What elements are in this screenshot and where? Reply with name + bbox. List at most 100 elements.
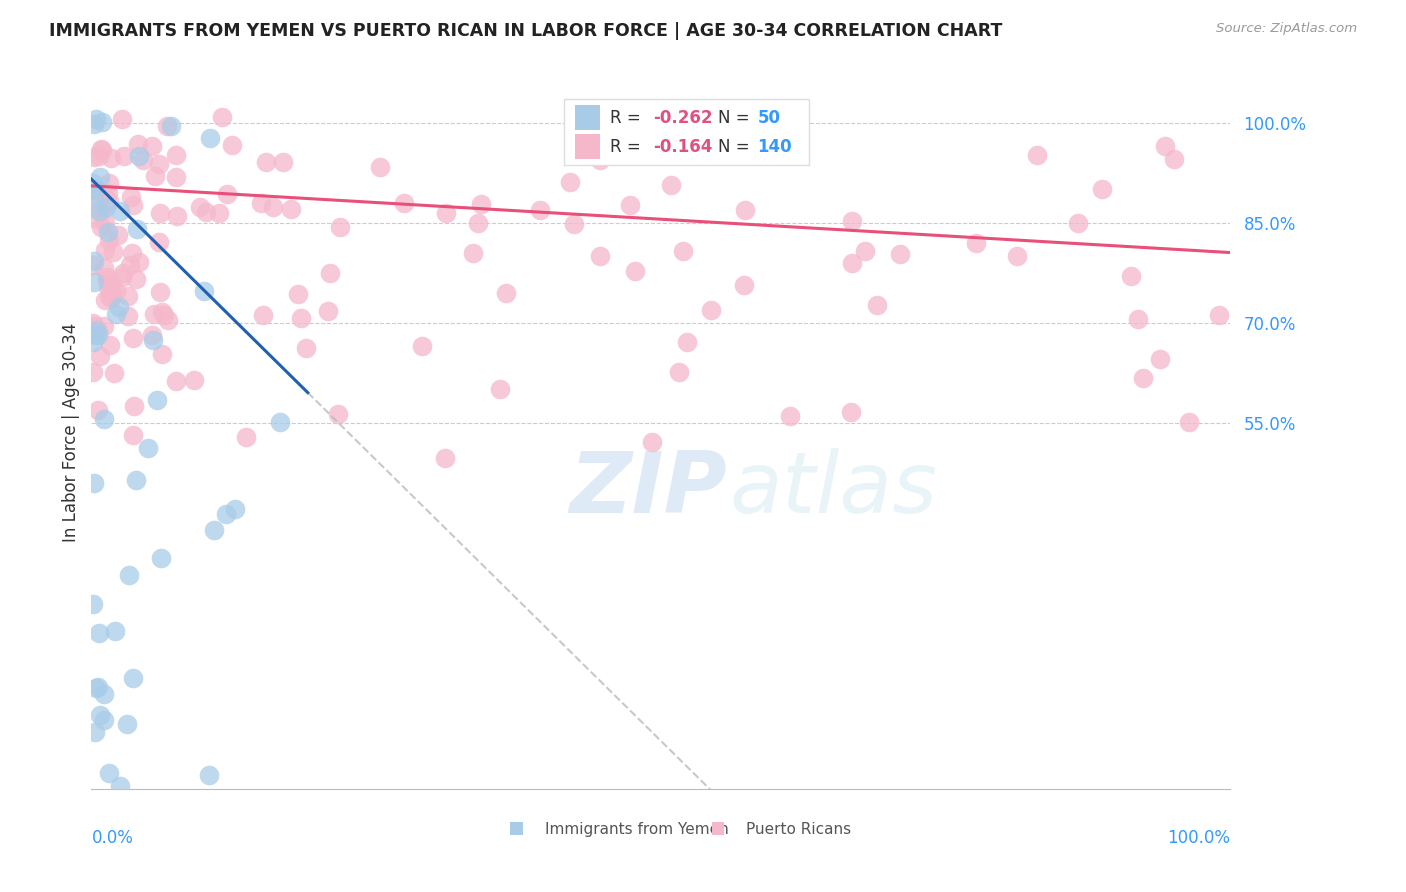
Point — [118, 567, 141, 582]
Text: 140: 140 — [758, 137, 792, 155]
Point — [98, 194, 121, 208]
Bar — [510, 822, 523, 835]
Point — [97, 280, 120, 294]
Point — [108, 203, 131, 218]
Point — [166, 209, 188, 223]
Y-axis label: In Labor Force | Age 30-34: In Labor Force | Age 30-34 — [62, 323, 80, 542]
Text: -0.164: -0.164 — [652, 137, 713, 155]
Text: N =: N = — [718, 109, 755, 127]
Point — [589, 249, 612, 263]
Point — [461, 246, 484, 260]
Point — [132, 153, 155, 168]
Point — [269, 415, 291, 429]
Point — [316, 304, 339, 318]
Point — [319, 266, 342, 280]
Point — [101, 278, 124, 293]
Point — [93, 412, 115, 426]
Point — [290, 310, 312, 325]
Point — [1066, 216, 1088, 230]
Point — [83, 328, 105, 343]
Point — [202, 523, 225, 537]
Point — [841, 214, 863, 228]
Point — [488, 383, 510, 397]
Text: Puerto Ricans: Puerto Ricans — [747, 822, 852, 837]
Point — [672, 244, 695, 258]
Point — [83, 275, 105, 289]
Point — [103, 244, 125, 259]
Point — [136, 441, 159, 455]
Point — [198, 131, 221, 145]
Point — [224, 501, 246, 516]
Point — [122, 428, 145, 442]
Point — [1149, 351, 1171, 366]
Point — [529, 203, 551, 218]
Point — [89, 349, 111, 363]
Point — [82, 177, 104, 191]
Point — [89, 169, 111, 184]
Point — [1154, 139, 1177, 153]
Point — [104, 307, 127, 321]
Point — [146, 393, 169, 408]
Point — [122, 331, 145, 345]
Text: IMMIGRANTS FROM YEMEN VS PUERTO RICAN IN LABOR FORCE | AGE 30-34 CORRELATION CHA: IMMIGRANTS FROM YEMEN VS PUERTO RICAN IN… — [49, 22, 1002, 40]
Bar — [575, 134, 600, 159]
Point — [467, 216, 489, 230]
Point — [91, 204, 114, 219]
Point — [143, 169, 166, 184]
Point — [271, 155, 294, 169]
Point — [779, 409, 801, 424]
Point — [118, 258, 141, 272]
Point — [280, 202, 302, 216]
Text: Immigrants from Yemen: Immigrants from Yemen — [544, 822, 728, 837]
Point — [668, 365, 690, 379]
Point — [93, 261, 115, 276]
Point — [128, 149, 150, 163]
Point — [117, 309, 139, 323]
Point — [965, 236, 987, 251]
Point — [250, 196, 273, 211]
Point — [659, 178, 682, 192]
Text: R =: R = — [610, 137, 645, 155]
Point — [121, 246, 143, 260]
Point — [841, 256, 863, 270]
Point — [1163, 152, 1185, 166]
Point — [86, 680, 108, 694]
Text: 0.0%: 0.0% — [91, 829, 134, 847]
Point — [87, 324, 110, 338]
Point — [150, 305, 173, 319]
Point — [86, 323, 108, 337]
Point — [235, 430, 257, 444]
Point — [82, 182, 104, 196]
Point — [295, 341, 318, 355]
Point — [84, 211, 107, 226]
Point — [111, 269, 134, 284]
Point — [98, 338, 121, 352]
Point — [93, 318, 115, 333]
Point — [121, 671, 143, 685]
Point — [100, 284, 122, 298]
Point — [120, 189, 142, 203]
Point — [368, 160, 391, 174]
Point — [194, 205, 217, 219]
Point — [1208, 308, 1230, 322]
Point — [83, 319, 105, 334]
Point — [434, 451, 457, 466]
Point — [124, 400, 146, 414]
Point — [83, 117, 105, 131]
Point — [156, 312, 179, 326]
Point — [82, 365, 104, 379]
Point — [90, 219, 112, 234]
Point — [122, 198, 145, 212]
Point — [83, 475, 105, 490]
Point — [153, 308, 176, 322]
Point — [1007, 249, 1029, 263]
Point — [127, 221, 149, 235]
Point — [97, 225, 120, 239]
Point — [82, 316, 104, 330]
Point — [252, 308, 274, 322]
Point — [211, 111, 233, 125]
Point — [82, 598, 104, 612]
Point — [84, 681, 107, 695]
Text: -0.262: -0.262 — [652, 109, 713, 127]
Point — [866, 298, 889, 312]
